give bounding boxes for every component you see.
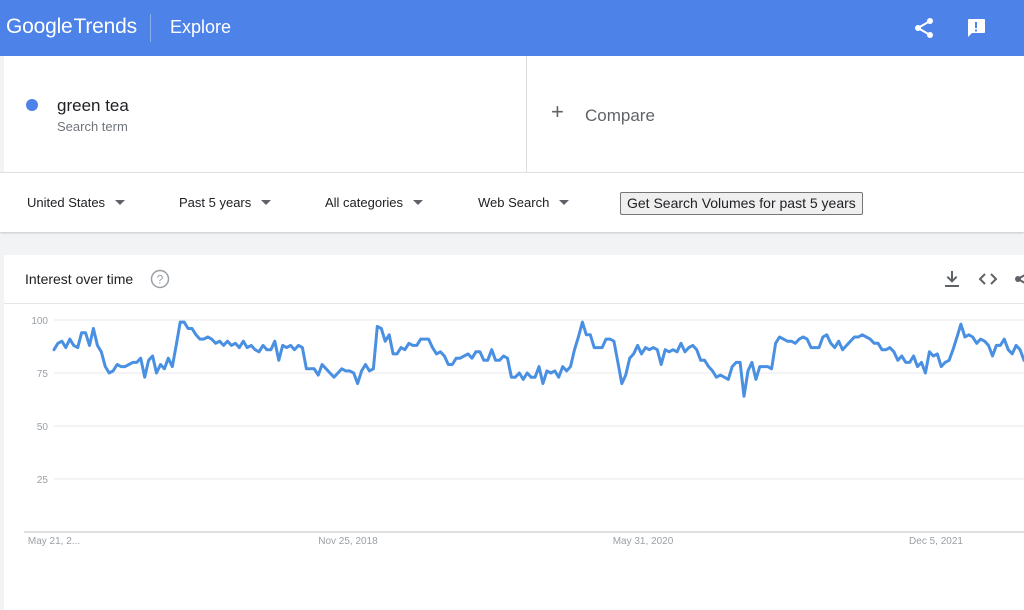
time-range-value: Past 5 years xyxy=(179,195,252,210)
region-dropdown[interactable]: United States xyxy=(27,195,126,210)
plus-icon: + xyxy=(551,99,564,124)
x-tick-label: Nov 25, 2018 xyxy=(318,536,378,547)
card-divider xyxy=(4,303,1024,304)
category-value: All categories xyxy=(325,195,404,210)
share-icon[interactable] xyxy=(912,16,936,40)
card-title: Interest over time xyxy=(25,271,134,287)
series-line-green-tea xyxy=(52,320,1024,398)
x-tick-label: May 21, 2... xyxy=(28,536,80,547)
interest-over-time-card: Interest over time ? xyxy=(4,255,1024,610)
caret-down-icon xyxy=(559,200,570,206)
download-icon[interactable] xyxy=(940,267,964,291)
term-color-dot xyxy=(26,99,38,111)
search-term-subtitle: Search term xyxy=(57,119,128,134)
help-icon[interactable]: ? xyxy=(150,269,170,289)
search-volumes-button[interactable]: Get Search Volumes for past 5 years xyxy=(620,192,863,215)
share-icon[interactable] xyxy=(1012,267,1024,291)
y-tick-label: 100 xyxy=(31,316,48,327)
x-tick-label: May 31, 2020 xyxy=(613,536,674,547)
search-term-name[interactable]: green tea xyxy=(57,96,129,115)
x-axis-labels: May 21, 2... Nov 25, 2018 May 31, 2020 Dec … xyxy=(28,536,964,547)
interest-chart: 25 50 75 100 May 21, 2... Nov 25, 2018 May 31… xyxy=(24,316,1024,547)
compare-label: Compare xyxy=(585,106,655,125)
svg-text:?: ? xyxy=(157,273,164,287)
logo-trends: Trends xyxy=(73,15,138,38)
embed-icon[interactable] xyxy=(976,267,1000,291)
y-axis-labels: 25 50 75 100 xyxy=(31,316,48,486)
caret-down-icon xyxy=(115,200,126,206)
google-trends-logo[interactable]: GoogleTrends xyxy=(6,15,137,39)
x-tick-label: Dec 5, 2021 xyxy=(909,536,963,547)
y-tick-label: 25 xyxy=(37,475,49,486)
caret-down-icon xyxy=(261,200,272,206)
search-term-card[interactable]: green tea Search term xyxy=(4,56,527,172)
time-range-dropdown[interactable]: Past 5 years xyxy=(179,195,272,210)
category-dropdown[interactable]: All categories xyxy=(325,195,424,210)
top-bar: GoogleTrends Explore xyxy=(0,0,1024,56)
search-type-value: Web Search xyxy=(478,195,550,210)
y-tick-label: 50 xyxy=(37,422,49,433)
logo-google: Google xyxy=(6,15,73,38)
page-title: Explore xyxy=(170,17,232,37)
y-tick-label: 75 xyxy=(37,369,49,380)
chart-grid xyxy=(24,319,1024,533)
search-type-dropdown[interactable]: Web Search xyxy=(478,195,570,210)
compare-button[interactable]: + Compare xyxy=(527,56,1024,172)
feedback-icon[interactable] xyxy=(964,16,988,40)
filter-bar: United States Past 5 years All categorie… xyxy=(0,172,1024,232)
region-value: United States xyxy=(27,195,106,210)
caret-down-icon xyxy=(413,200,424,206)
header-divider xyxy=(150,14,151,42)
